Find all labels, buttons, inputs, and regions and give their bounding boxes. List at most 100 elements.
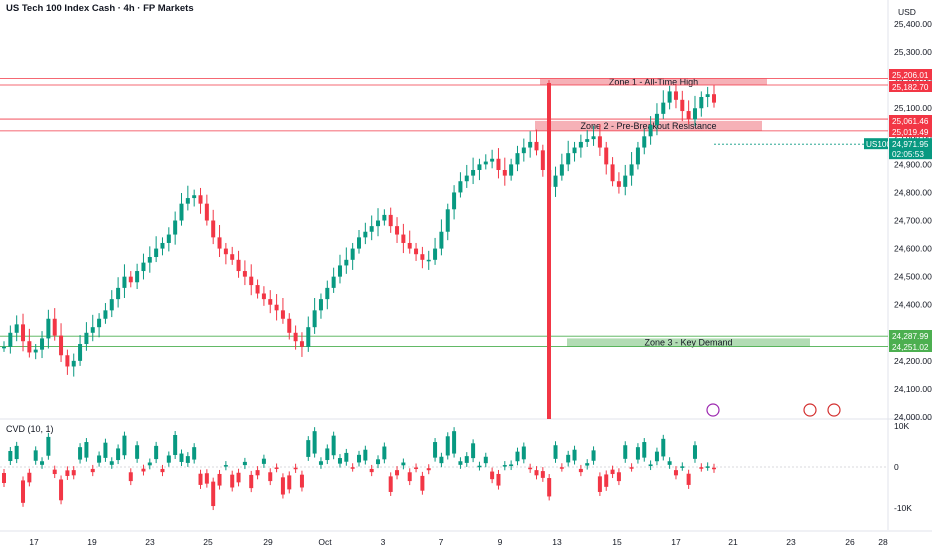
cvd-bar <box>8 451 13 461</box>
candle-body <box>496 158 501 170</box>
candle-body <box>439 231 444 249</box>
zone-box[interactable] <box>540 78 767 86</box>
cvd-bar <box>325 448 330 461</box>
candle-body <box>401 234 406 243</box>
cvd-bar <box>680 466 685 468</box>
cvd-bar <box>173 435 178 455</box>
y-tick-label: 24,600.00 <box>894 244 932 254</box>
cvd-bar <box>477 465 482 468</box>
candle-body <box>192 195 197 199</box>
y-tick-label: 24,100.00 <box>894 384 932 394</box>
x-tick-label: 15 <box>612 537 622 547</box>
cvd-bar <box>388 476 393 492</box>
cvd-bar <box>268 472 273 482</box>
cvd-bar <box>204 473 209 484</box>
cvd-bar <box>65 470 70 476</box>
cvd-bar <box>318 461 323 465</box>
candle-body <box>458 181 463 193</box>
candle-body <box>33 349 38 353</box>
cvd-bar <box>635 447 640 460</box>
cvd-tick-label: 10K <box>894 421 909 431</box>
candle-body <box>103 310 108 319</box>
candle-body <box>274 304 279 311</box>
candle-body <box>699 97 704 109</box>
candle-body <box>712 94 716 103</box>
x-tick-label: 23 <box>145 537 155 547</box>
candle-body <box>528 141 533 148</box>
candle-body <box>686 111 691 120</box>
cvd-bar <box>395 470 400 476</box>
cvd-bar <box>293 467 298 470</box>
zone-box[interactable] <box>567 338 810 347</box>
cvd-bar <box>654 451 659 462</box>
candle-body <box>71 360 76 367</box>
candle-body <box>585 139 590 142</box>
price-badge-label: 25,019.49 <box>892 128 929 137</box>
cvd-bar <box>369 468 374 473</box>
cvd-bar <box>699 467 704 469</box>
candle-body <box>116 287 121 300</box>
x-tick-label: 17 <box>29 537 39 547</box>
zone-label: Zone 1 - All-Time High <box>609 77 698 87</box>
candle-body <box>166 234 171 243</box>
cvd-bar <box>483 456 488 464</box>
candle-body <box>414 248 419 255</box>
candle-body <box>464 175 469 182</box>
cvd-bar <box>559 467 564 469</box>
candle-body <box>154 248 159 258</box>
x-tick-label: 9 <box>498 537 503 547</box>
cvd-bar <box>661 438 666 457</box>
us-flag-icon[interactable] <box>803 403 817 417</box>
cvd-bar <box>578 468 583 473</box>
cvd-bar <box>223 465 228 467</box>
current-price-badge <box>889 138 932 160</box>
cvd-bar <box>407 472 412 482</box>
price-badge-label: 25,206.01 <box>892 71 929 80</box>
candle-body <box>692 108 697 120</box>
cvd-bar <box>97 455 102 463</box>
y-tick-label: 24,000.00 <box>894 412 932 422</box>
cvd-bar <box>439 456 444 464</box>
cvd-bar <box>90 468 95 473</box>
cvd-tick-label: 0 <box>894 462 899 472</box>
cvd-bar <box>337 458 342 464</box>
candle-body <box>122 276 127 288</box>
candle-body <box>261 293 266 300</box>
price-badge-label: 24,287.99 <box>892 332 929 341</box>
us-flag-icon[interactable] <box>827 403 841 417</box>
cvd-bar <box>52 469 57 475</box>
price-badge <box>889 81 932 92</box>
candle-body <box>268 299 273 305</box>
candle-body <box>173 220 178 235</box>
candle-body <box>223 248 228 255</box>
candle-body <box>407 242 412 249</box>
candle-body <box>648 125 653 137</box>
x-tick-label: 19 <box>87 537 97 547</box>
zone-label: Zone 2 - Pre-Breakout Resistance <box>580 121 716 131</box>
candle-body <box>128 276 133 283</box>
candle-body <box>78 344 83 361</box>
candle-body <box>331 276 336 288</box>
cvd-bar <box>185 456 190 463</box>
cvd-bar <box>122 435 127 456</box>
cvd-bar <box>306 440 311 457</box>
x-tick-label: 3 <box>381 537 386 547</box>
cvd-indicator-label[interactable]: CVD (10, 1) <box>6 424 54 434</box>
lightning-icon[interactable] <box>706 403 720 417</box>
candle-body <box>306 327 311 347</box>
candle-body <box>230 254 235 260</box>
crash-candle <box>547 82 551 419</box>
candle-body <box>46 318 51 339</box>
candle-body <box>204 203 209 221</box>
cvd-bar <box>242 461 247 466</box>
candle-body <box>90 327 95 333</box>
candle-body <box>363 231 368 238</box>
zone-box[interactable] <box>535 120 762 131</box>
candle-body <box>14 324 19 333</box>
cvd-bar <box>261 458 266 464</box>
candle-body <box>471 169 476 176</box>
candle-body <box>211 220 216 238</box>
candle-body <box>8 332 13 347</box>
candle-body <box>109 299 114 311</box>
